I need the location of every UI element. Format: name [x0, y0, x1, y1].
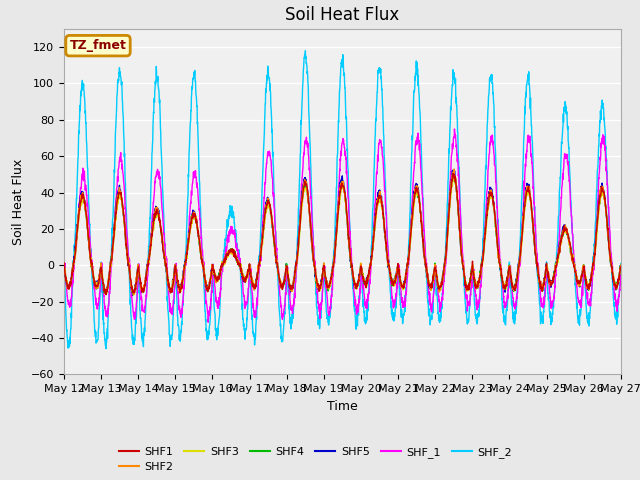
Title: Soil Heat Flux: Soil Heat Flux: [285, 6, 399, 24]
Text: TZ_fmet: TZ_fmet: [70, 39, 127, 52]
Legend: SHF1, SHF2, SHF3, SHF4, SHF5, SHF_1, SHF_2: SHF1, SHF2, SHF3, SHF4, SHF5, SHF_1, SHF…: [114, 442, 516, 477]
X-axis label: Time: Time: [327, 400, 358, 413]
Y-axis label: Soil Heat Flux: Soil Heat Flux: [12, 158, 25, 245]
